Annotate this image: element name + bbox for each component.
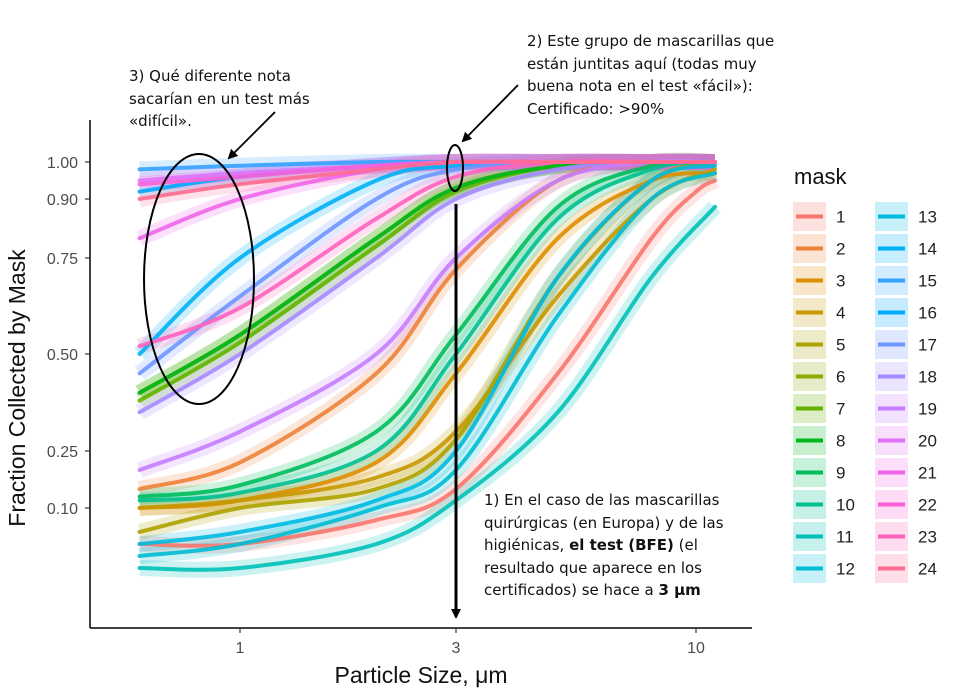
x-tick-label: 1 bbox=[236, 640, 245, 657]
arrow-note-2 bbox=[461, 84, 519, 143]
arrow-note-3 bbox=[227, 111, 276, 160]
legend-item-label: 9 bbox=[836, 464, 845, 483]
y-tick-label: 0.75 bbox=[47, 251, 78, 268]
legend-item-label: 12 bbox=[836, 560, 855, 579]
series-lines bbox=[137, 158, 717, 572]
legend-item-label: 4 bbox=[836, 304, 845, 323]
legend-item-label: 17 bbox=[918, 336, 937, 355]
legend-title: mask bbox=[794, 164, 848, 189]
series-line-13 bbox=[137, 163, 717, 546]
legend-item-label: 14 bbox=[918, 240, 937, 259]
note-2-line: 2) Este grupo de mascarillas que bbox=[527, 32, 775, 50]
legend-item-label: 21 bbox=[918, 464, 937, 483]
note-1-line: certificados) se hace a bbox=[484, 581, 659, 599]
legend-item-label: 6 bbox=[836, 368, 845, 387]
x-axis-title: Particle Size, μm bbox=[334, 662, 507, 688]
legend: mask 12345678910111213141516171819202122… bbox=[793, 164, 937, 583]
note-2-line: están juntitas aquí (todas muy bbox=[527, 54, 757, 73]
annotation-note-3: 3) Qué diferente nota sacarían en un tes… bbox=[129, 65, 349, 133]
annotation-ellipse-small bbox=[446, 144, 464, 192]
note-1-line: (el bbox=[673, 536, 698, 554]
annotation-note-1: 1) En el caso de las mascarillas quirúrg… bbox=[484, 489, 759, 602]
legend-item-label: 11 bbox=[836, 528, 854, 547]
x-tick-label: 3 bbox=[452, 640, 461, 657]
legend-item-label: 13 bbox=[918, 208, 937, 227]
legend-item-label: 5 bbox=[836, 336, 845, 355]
series-line-9 bbox=[137, 159, 717, 499]
x-tick-label: 10 bbox=[687, 640, 705, 657]
legend-item-label: 19 bbox=[918, 400, 937, 419]
y-axis-title: Fraction Collected by Mask bbox=[4, 249, 30, 527]
note-2-line: Certificado: >90% bbox=[527, 99, 665, 118]
legend-item-label: 16 bbox=[918, 304, 937, 323]
annotation-ellipse-large bbox=[143, 153, 255, 405]
note-1-bold: el test (BFE) bbox=[569, 536, 674, 554]
legend-item-label: 10 bbox=[836, 496, 855, 515]
note-1-bold: 3 μm bbox=[658, 581, 701, 599]
legend-item-label: 7 bbox=[836, 400, 845, 419]
legend-item-label: 3 bbox=[836, 272, 845, 291]
y-tick-label: 0.10 bbox=[47, 501, 78, 518]
y-tick-label: 0.50 bbox=[47, 347, 78, 364]
legend-item-label: 23 bbox=[918, 528, 937, 547]
note-2-line: buena nota en el test «fácil»): bbox=[527, 77, 753, 95]
legend-item-label: 15 bbox=[918, 272, 937, 291]
note-1-line: resultado que aparece en los bbox=[484, 558, 702, 577]
series-line-24 bbox=[137, 159, 717, 201]
legend-item-label: 24 bbox=[918, 560, 937, 579]
note-1-line: higiénicas, bbox=[484, 536, 570, 554]
note-1-line: 1) En el caso de las mascarillas bbox=[484, 491, 720, 509]
y-tick-label: 0.25 bbox=[47, 444, 78, 461]
legend-item-label: 18 bbox=[918, 368, 937, 387]
note-3-line: «difícil». bbox=[129, 112, 192, 130]
note-3-line: 3) Qué diferente nota bbox=[129, 67, 291, 85]
note-1-line: quirúrgicas (en Europa) y de las bbox=[484, 513, 724, 532]
legend-item-label: 20 bbox=[918, 432, 937, 451]
note-3-line: sacarían en un test más bbox=[129, 89, 310, 108]
annotation-note-2: 2) Este grupo de mascarillas que están j… bbox=[527, 30, 817, 120]
series-line-12 bbox=[137, 171, 717, 558]
legend-item-label: 2 bbox=[836, 240, 845, 259]
legend-item-label: 1 bbox=[836, 208, 845, 227]
axis-ticks: 0.10 0.25 0.50 0.75 0.90 1.00 1 3 10 bbox=[47, 155, 705, 657]
legend-item-label: 8 bbox=[836, 432, 845, 451]
legend-item-label: 22 bbox=[918, 496, 937, 515]
y-tick-label: 0.90 bbox=[47, 192, 78, 209]
y-tick-label: 1.00 bbox=[47, 155, 78, 172]
